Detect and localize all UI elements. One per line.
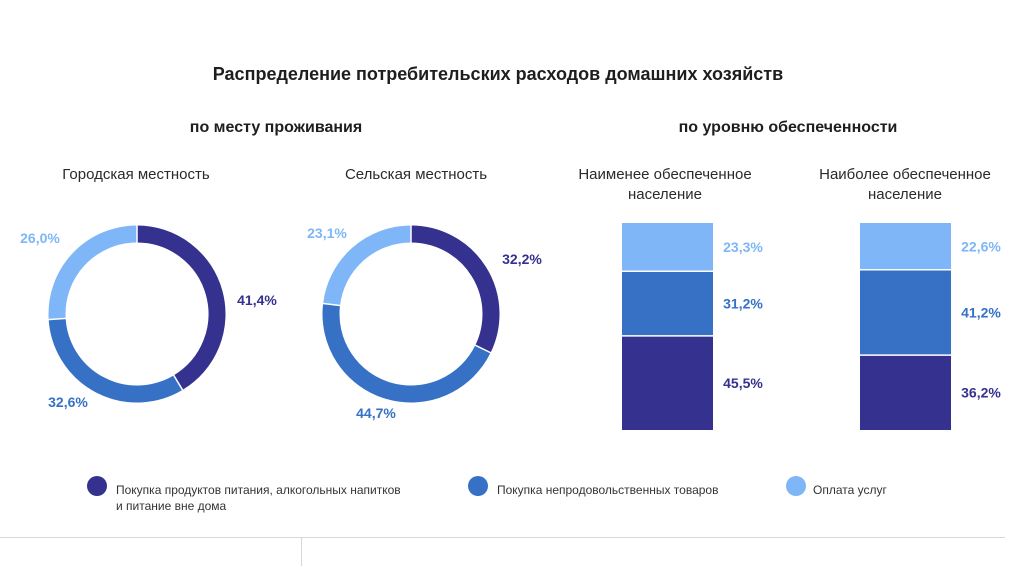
donut-1-separator [322, 302, 342, 307]
legend-label-services-line-0: Оплата услуг [813, 483, 887, 497]
bar-2-label-food: 45,5% [723, 375, 763, 391]
bar-3-segment-food [860, 355, 951, 430]
donut-1-label-nonfood: 44,7% [356, 405, 396, 421]
bar-title-low-income: Наименее обеспеченное население [555, 165, 775, 205]
donut-title-rural: Сельская местность [344, 166, 488, 183]
bar-2-label-nonfood: 31,2% [723, 296, 763, 312]
legend-label-food: Покупка продуктов питания, алкогольных н… [116, 482, 401, 514]
legend-label-food-line-0: Покупка продуктов питания, алкогольных н… [116, 483, 401, 497]
bar-title-high-line2: население [867, 186, 943, 203]
section-title-income: по уровню обеспеченности [678, 119, 898, 136]
bar-2-segment-food [622, 335, 713, 430]
donut-1-slice-services [323, 225, 412, 306]
bar-title-low-line1: Наименее обеспеченное [578, 166, 752, 183]
donut-0-slice-nonfood [48, 318, 183, 403]
donut-0-label-services: 26,0% [20, 230, 60, 246]
bar-2-segment-services [622, 223, 713, 272]
legend-marker-services [786, 476, 806, 496]
footer-divider [0, 537, 1005, 538]
bar-3-label-services: 22,6% [961, 238, 1001, 254]
bar-title-low-line2: население [627, 186, 703, 203]
legend-marker-nonfood [468, 476, 488, 496]
bar-3-segment-nonfood [860, 269, 951, 356]
donut-0-separator [47, 317, 67, 321]
chart-title: Распределение потребительских расходов д… [212, 64, 784, 84]
bar-2-segment-nonfood [622, 271, 713, 336]
bar-title-high-income: Наиболее обеспеченное население [795, 165, 1015, 205]
legend-label-services: Оплата услуг [813, 482, 887, 498]
legend-label-nonfood-line-0: Покупка непродовольственных товаров [497, 483, 719, 497]
section-title-residence: по месту проживания [189, 119, 363, 136]
donut-1-slice-nonfood [322, 303, 491, 403]
footer-separator [301, 538, 302, 566]
legend-marker-food [87, 476, 107, 496]
donut-0-slice-food [136, 225, 226, 390]
donut-0-label-nonfood: 32,6% [48, 394, 88, 410]
donut-title-urban: Городская местность [62, 166, 210, 183]
legend-label-nonfood: Покупка непродовольственных товаров [497, 482, 718, 498]
donut-1-separator [474, 344, 492, 354]
donut-0-separator [172, 374, 184, 392]
legend-label-food-line-1: и питание вне дома [116, 499, 227, 513]
donut-1-label-food: 32,2% [502, 251, 542, 267]
bar-3-segment-services [860, 223, 951, 270]
bar-title-high-line1: Наиболее обеспеченное [819, 166, 991, 183]
bar-2-label-services: 23,3% [723, 239, 763, 255]
donut-1-label-services: 23,1% [307, 225, 347, 241]
donut-0-slice-services [48, 225, 138, 320]
bar-3-label-nonfood: 41,2% [961, 304, 1001, 320]
donut-1-slice-food [410, 225, 500, 353]
bar-3-label-food: 36,2% [961, 385, 1001, 401]
donut-0-label-food: 41,4% [237, 292, 277, 308]
